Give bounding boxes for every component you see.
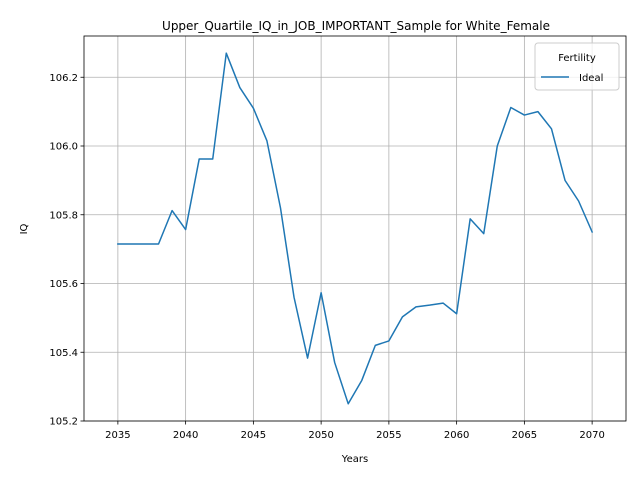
y-axis-label: IQ [19, 223, 30, 234]
x-axis-label: Years [341, 454, 368, 465]
legend-label-ideal: Ideal [579, 73, 603, 84]
x-tick-label: 2035 [105, 430, 130, 441]
y-tick-label: 106.2 [49, 73, 78, 84]
series-layer [117, 52, 594, 405]
x-tick-label: 2065 [512, 430, 537, 441]
y-tick-label: 105.2 [49, 417, 78, 428]
legend-title: Fertility [558, 53, 596, 64]
y-axis-ticks: 105.2 105.4 105.6 105.8 106.0 106.2 [49, 73, 84, 428]
y-tick-label: 105.6 [49, 279, 78, 290]
y-tick-label: 106.0 [49, 142, 78, 153]
x-tick-label: 2050 [308, 430, 333, 441]
y-tick-label: 105.8 [49, 210, 78, 221]
x-tick-label: 2060 [444, 430, 469, 441]
y-tick-label: 105.4 [49, 348, 78, 359]
chart-title: Upper_Quartile_IQ_in_JOB_IMPORTANT_Sampl… [162, 19, 550, 33]
x-tick-label: 2070 [579, 430, 604, 441]
series-line-ideal [117, 52, 594, 405]
legend: Fertility Ideal [534, 42, 620, 91]
x-tick-label: 2055 [376, 430, 401, 441]
x-axis-ticks: 2035 2040 2045 2050 2055 2060 2065 2070 [105, 421, 605, 441]
legend-box [534, 42, 620, 91]
x-tick-label: 2040 [173, 430, 198, 441]
x-tick-label: 2045 [241, 430, 266, 441]
plot-frame [83, 35, 627, 422]
